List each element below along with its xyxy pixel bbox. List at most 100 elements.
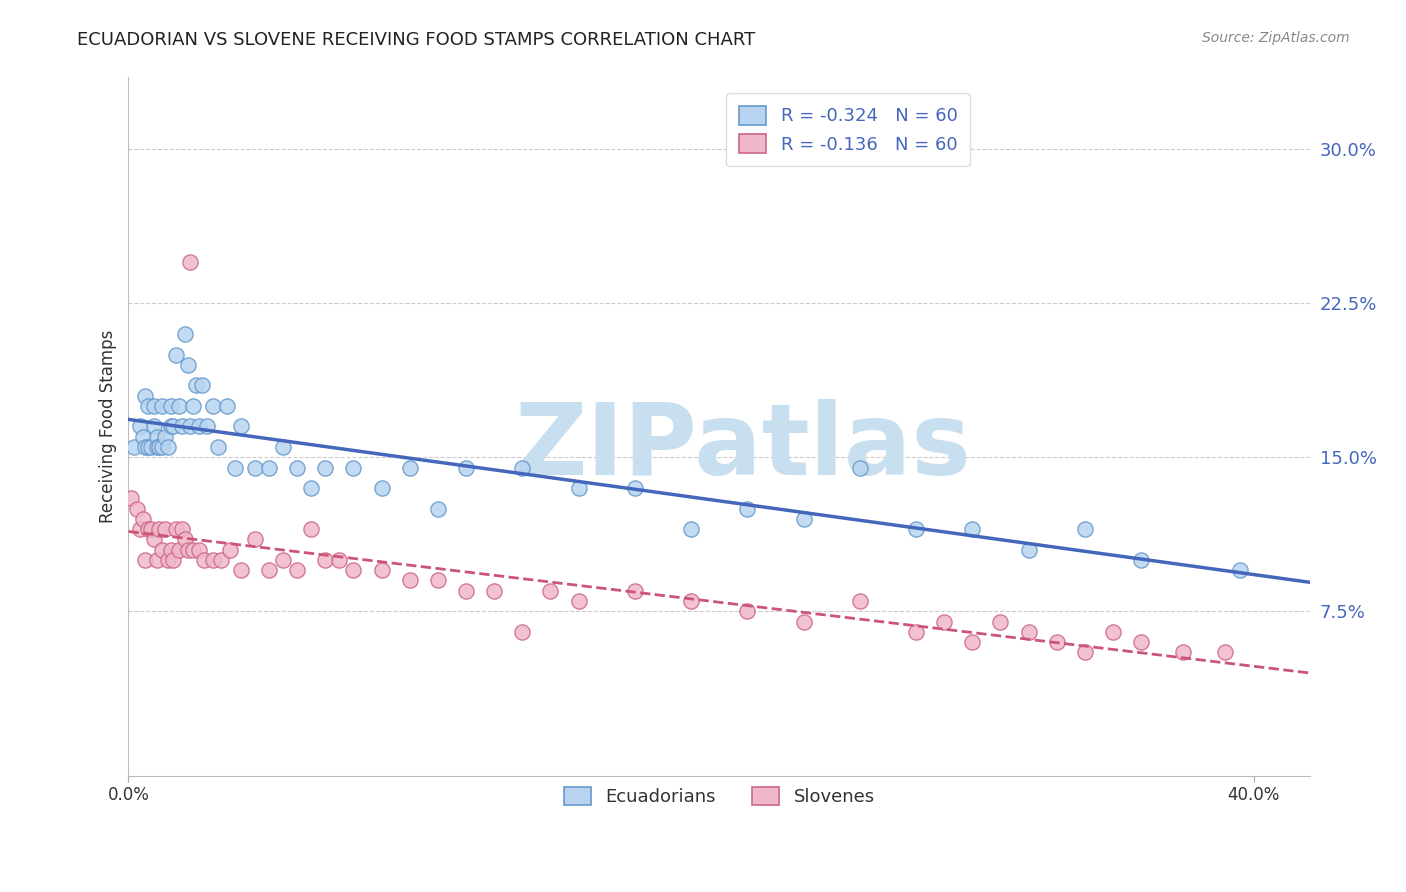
Point — [120, 491, 142, 506]
Point — [176, 542, 198, 557]
Point — [679, 522, 702, 536]
Point — [181, 399, 204, 413]
Point — [1074, 522, 1097, 536]
Point — [179, 255, 201, 269]
Legend: Ecuadorians, Slovenes: Ecuadorians, Slovenes — [555, 778, 883, 815]
Point — [934, 615, 956, 629]
Point — [159, 419, 181, 434]
Point — [454, 583, 477, 598]
Point — [148, 522, 170, 536]
Point — [136, 440, 159, 454]
Point — [165, 348, 187, 362]
Point — [165, 522, 187, 536]
Point — [962, 635, 984, 649]
Point — [1018, 542, 1040, 557]
Point — [218, 542, 240, 557]
Point — [398, 460, 420, 475]
Point — [299, 522, 322, 536]
Point — [370, 481, 392, 495]
Point — [328, 553, 350, 567]
Text: Source: ZipAtlas.com: Source: ZipAtlas.com — [1202, 31, 1350, 45]
Point — [159, 399, 181, 413]
Point — [170, 419, 193, 434]
Point — [962, 522, 984, 536]
Point — [128, 419, 150, 434]
Point — [342, 460, 364, 475]
Point — [342, 563, 364, 577]
Text: ECUADORIAN VS SLOVENE RECEIVING FOOD STAMPS CORRELATION CHART: ECUADORIAN VS SLOVENE RECEIVING FOOD STA… — [77, 31, 755, 49]
Point — [229, 419, 252, 434]
Point — [426, 574, 449, 588]
Point — [735, 501, 758, 516]
Point — [1018, 624, 1040, 639]
Point — [849, 460, 872, 475]
Point — [229, 563, 252, 577]
Point — [285, 563, 308, 577]
Point — [162, 419, 184, 434]
Point — [299, 481, 322, 495]
Point — [454, 460, 477, 475]
Point — [209, 553, 232, 567]
Point — [150, 542, 173, 557]
Point — [1229, 563, 1251, 577]
Point — [167, 542, 190, 557]
Point — [136, 522, 159, 536]
Point — [793, 615, 815, 629]
Point — [510, 624, 533, 639]
Point — [510, 460, 533, 475]
Point — [905, 624, 928, 639]
Point — [1102, 624, 1125, 639]
Point — [201, 399, 224, 413]
Point — [243, 533, 266, 547]
Point — [735, 604, 758, 618]
Point — [170, 522, 193, 536]
Point — [134, 553, 156, 567]
Point — [142, 533, 165, 547]
Point — [184, 378, 207, 392]
Point — [153, 430, 176, 444]
Point — [173, 327, 195, 342]
Point — [145, 430, 167, 444]
Point — [134, 389, 156, 403]
Point — [156, 553, 179, 567]
Point — [148, 440, 170, 454]
Point — [314, 460, 336, 475]
Point — [1130, 553, 1153, 567]
Point — [905, 522, 928, 536]
Y-axis label: Receiving Food Stamps: Receiving Food Stamps — [100, 330, 117, 524]
Point — [187, 419, 209, 434]
Point — [176, 358, 198, 372]
Point — [1173, 645, 1195, 659]
Point — [187, 542, 209, 557]
Point — [181, 542, 204, 557]
Point — [136, 399, 159, 413]
Point — [623, 481, 645, 495]
Point — [224, 460, 246, 475]
Point — [134, 440, 156, 454]
Point — [207, 440, 229, 454]
Point — [145, 553, 167, 567]
Point — [793, 512, 815, 526]
Point — [398, 574, 420, 588]
Point — [426, 501, 449, 516]
Point — [201, 553, 224, 567]
Point — [243, 460, 266, 475]
Point — [193, 553, 215, 567]
Point — [162, 553, 184, 567]
Point — [679, 594, 702, 608]
Point — [190, 378, 212, 392]
Point — [131, 430, 153, 444]
Point — [179, 419, 201, 434]
Point — [128, 522, 150, 536]
Point — [285, 460, 308, 475]
Point — [1074, 645, 1097, 659]
Point — [167, 399, 190, 413]
Point — [159, 542, 181, 557]
Point — [173, 533, 195, 547]
Point — [271, 553, 294, 567]
Point — [139, 440, 162, 454]
Text: ZIPatlas: ZIPatlas — [515, 399, 972, 496]
Point — [153, 522, 176, 536]
Point — [1130, 635, 1153, 649]
Point — [150, 399, 173, 413]
